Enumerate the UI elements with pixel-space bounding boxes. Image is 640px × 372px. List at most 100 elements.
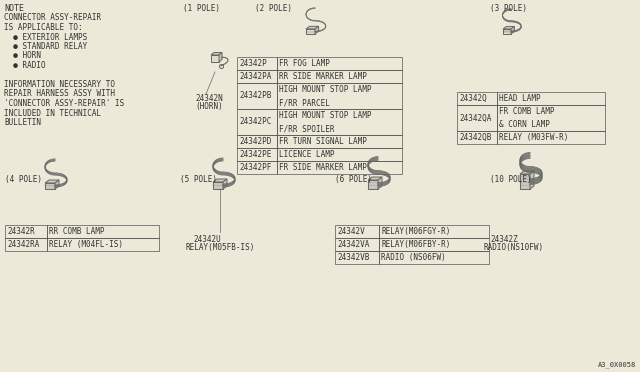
- Text: A3_0X0058: A3_0X0058: [598, 361, 636, 368]
- Polygon shape: [306, 29, 315, 34]
- Bar: [237, 148, 277, 161]
- Text: REPAIR HARNESS ASSY WITH: REPAIR HARNESS ASSY WITH: [4, 90, 115, 99]
- Text: RELAY (M04FL-IS): RELAY (M04FL-IS): [49, 240, 123, 249]
- Text: 24342PB: 24342PB: [239, 92, 271, 100]
- Polygon shape: [368, 177, 382, 180]
- Bar: [277, 70, 402, 83]
- Text: IS APPLICABLE TO:: IS APPLICABLE TO:: [4, 23, 83, 32]
- Text: 24342PF: 24342PF: [239, 163, 271, 172]
- Bar: [237, 57, 277, 70]
- Text: BULLETIN: BULLETIN: [4, 118, 41, 127]
- Polygon shape: [55, 180, 59, 189]
- Polygon shape: [211, 55, 219, 62]
- Bar: [379, 225, 489, 238]
- Text: RR SIDE MARKER LAMP: RR SIDE MARKER LAMP: [279, 72, 367, 81]
- Bar: [457, 105, 497, 131]
- Text: 24342QB: 24342QB: [459, 133, 492, 142]
- Text: 24342Q: 24342Q: [459, 94, 487, 103]
- Text: ● STANDARD RELAY: ● STANDARD RELAY: [4, 42, 87, 51]
- Text: 24342PA: 24342PA: [239, 72, 271, 81]
- Bar: [5, 238, 47, 251]
- Bar: [5, 225, 47, 238]
- Text: RELAY (M03FW-R): RELAY (M03FW-R): [499, 133, 568, 142]
- Text: 'CONNECTOR ASSY-REPAIR' IS: 'CONNECTOR ASSY-REPAIR' IS: [4, 99, 124, 108]
- Text: 24342RA: 24342RA: [7, 240, 40, 249]
- Bar: [277, 83, 402, 109]
- Bar: [497, 105, 605, 131]
- Text: 24342V: 24342V: [337, 227, 365, 236]
- Text: 24342PD: 24342PD: [239, 137, 271, 146]
- Text: HIGH MOUNT STOP LAMP: HIGH MOUNT STOP LAMP: [279, 111, 371, 120]
- Polygon shape: [520, 171, 534, 174]
- Text: ● RADIO: ● RADIO: [4, 61, 45, 70]
- Text: & CORN LAMP: & CORN LAMP: [499, 120, 550, 129]
- Polygon shape: [378, 177, 382, 189]
- Text: 24342Z: 24342Z: [490, 235, 518, 244]
- Text: 24342PC: 24342PC: [239, 118, 271, 126]
- Text: (1 POLE): (1 POLE): [183, 4, 220, 13]
- Polygon shape: [530, 171, 534, 189]
- Text: (4 POLE): (4 POLE): [5, 175, 42, 184]
- Text: INCLUDED IN TECHNICAL: INCLUDED IN TECHNICAL: [4, 109, 101, 118]
- Text: 24342QA: 24342QA: [459, 113, 492, 122]
- Text: (10 POLE): (10 POLE): [490, 175, 532, 184]
- Text: (2 POLE): (2 POLE): [255, 4, 292, 13]
- Bar: [379, 251, 489, 264]
- Bar: [47, 238, 159, 251]
- Text: RELAY(M06FGY-R): RELAY(M06FGY-R): [381, 227, 451, 236]
- Polygon shape: [223, 179, 227, 189]
- Text: ● EXTERIOR LAMPS: ● EXTERIOR LAMPS: [4, 32, 87, 42]
- Bar: [277, 148, 402, 161]
- Text: 24342U: 24342U: [193, 235, 221, 244]
- Text: FR TURN SIGNAL LAMP: FR TURN SIGNAL LAMP: [279, 137, 367, 146]
- Text: 24342PE: 24342PE: [239, 150, 271, 159]
- Bar: [277, 57, 402, 70]
- Polygon shape: [306, 26, 319, 29]
- Bar: [277, 135, 402, 148]
- Bar: [335, 238, 379, 251]
- Polygon shape: [45, 180, 59, 183]
- Text: NOTE: NOTE: [4, 4, 24, 13]
- Bar: [335, 225, 379, 238]
- Bar: [47, 225, 159, 238]
- Text: INFORMATION NECESSARY TO: INFORMATION NECESSARY TO: [4, 80, 115, 89]
- Bar: [457, 131, 497, 144]
- Text: RELAY(M05FB-IS): RELAY(M05FB-IS): [185, 243, 254, 252]
- Polygon shape: [503, 26, 515, 29]
- Text: HEAD LAMP: HEAD LAMP: [499, 94, 541, 103]
- Text: HIGH MOUNT STOP LAMP: HIGH MOUNT STOP LAMP: [279, 85, 371, 94]
- Text: CONNECTOR ASSY-REPAIR: CONNECTOR ASSY-REPAIR: [4, 13, 101, 22]
- Text: FR FOG LAMP: FR FOG LAMP: [279, 59, 330, 68]
- Polygon shape: [520, 174, 530, 189]
- Text: (HORN): (HORN): [195, 102, 223, 111]
- Bar: [277, 161, 402, 174]
- Text: F/RR PARCEL: F/RR PARCEL: [279, 98, 330, 107]
- Text: 24342R: 24342R: [7, 227, 35, 236]
- Polygon shape: [213, 179, 227, 182]
- Polygon shape: [219, 52, 222, 62]
- Text: RR COMB LAMP: RR COMB LAMP: [49, 227, 104, 236]
- Text: ● HORN: ● HORN: [4, 51, 41, 61]
- Polygon shape: [315, 26, 319, 34]
- Polygon shape: [211, 52, 222, 55]
- Text: RADIO (NS06FW): RADIO (NS06FW): [381, 253, 445, 262]
- Polygon shape: [511, 26, 515, 34]
- Text: 24342N: 24342N: [195, 94, 223, 103]
- Polygon shape: [503, 29, 511, 34]
- Text: (6 POLE): (6 POLE): [335, 175, 372, 184]
- Polygon shape: [213, 182, 223, 189]
- Polygon shape: [45, 183, 55, 189]
- Text: (3 POLE): (3 POLE): [490, 4, 527, 13]
- Bar: [335, 251, 379, 264]
- Text: 24342P: 24342P: [239, 59, 267, 68]
- Bar: [237, 135, 277, 148]
- Bar: [379, 238, 489, 251]
- Bar: [237, 109, 277, 135]
- Bar: [497, 92, 605, 105]
- Text: RADIO(NS10FW): RADIO(NS10FW): [484, 243, 544, 252]
- Bar: [237, 83, 277, 109]
- Text: 24342VB: 24342VB: [337, 253, 369, 262]
- Text: 24342VA: 24342VA: [337, 240, 369, 249]
- Polygon shape: [368, 180, 378, 189]
- Text: RELAY(M06FBY-R): RELAY(M06FBY-R): [381, 240, 451, 249]
